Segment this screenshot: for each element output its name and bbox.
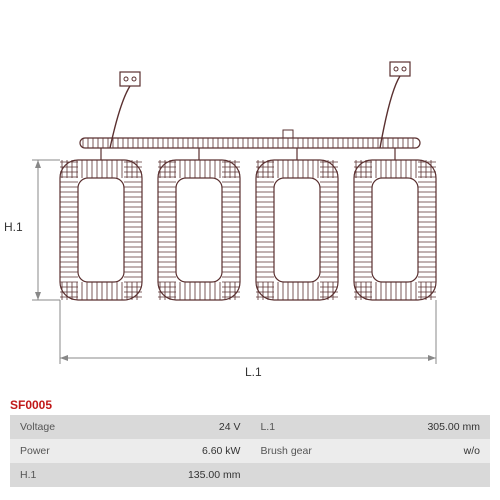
spec-table: Voltage24 VL.1305.00 mm Power6.60 kWBrush… bbox=[10, 415, 490, 487]
spec-value: 24 V bbox=[113, 415, 251, 439]
spec-label: H.1 bbox=[10, 463, 113, 487]
part-code: SF0005 bbox=[10, 398, 52, 412]
spec-label: L.1 bbox=[250, 415, 352, 439]
spec-value: w/o bbox=[352, 439, 490, 463]
technical-diagram: H.1 L.1 bbox=[0, 0, 500, 380]
spec-value bbox=[352, 463, 490, 487]
spec-value: 305.00 mm bbox=[352, 415, 490, 439]
dimension-label-h1: H.1 bbox=[4, 220, 23, 234]
spec-value: 6.60 kW bbox=[113, 439, 251, 463]
spec-label: Voltage bbox=[10, 415, 113, 439]
spec-value: 135.00 mm bbox=[113, 463, 251, 487]
spec-label: Power bbox=[10, 439, 113, 463]
dimension-label-l1: L.1 bbox=[245, 365, 262, 379]
diagram-svg bbox=[0, 0, 500, 380]
spec-label: Brush gear bbox=[250, 439, 352, 463]
spec-label bbox=[250, 463, 352, 487]
